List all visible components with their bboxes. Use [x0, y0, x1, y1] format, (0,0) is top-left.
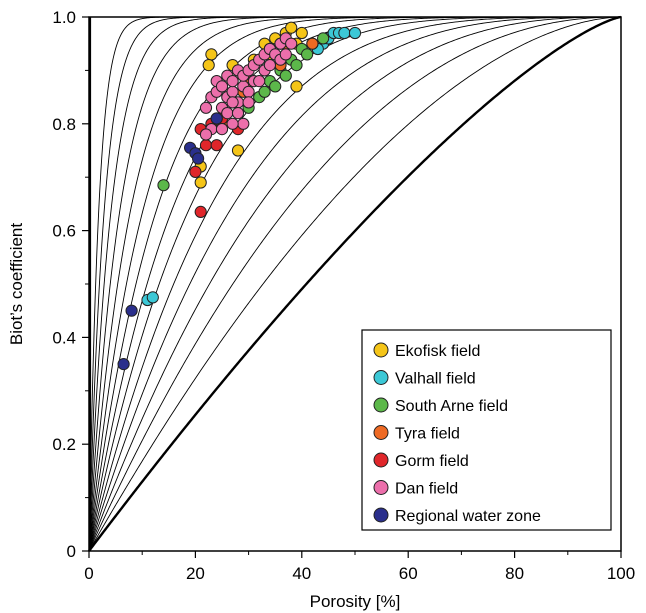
x-tick-label: 0: [84, 564, 93, 583]
legend-marker: [373, 342, 389, 358]
legend-marker: [373, 452, 389, 468]
legend-label: South Arne field: [395, 398, 508, 415]
y-tick-label: 0.6: [52, 222, 76, 241]
legend-label: Regional water zone: [395, 508, 541, 525]
y-tick-label: 0.2: [52, 435, 76, 454]
data-point: [194, 176, 207, 189]
data-point: [215, 123, 229, 136]
data-point: [338, 26, 351, 40]
y-tick-label: 1.0: [52, 8, 76, 27]
legend-marker: [373, 370, 389, 385]
data-point: [194, 205, 207, 218]
data-point: [242, 96, 255, 109]
data-point: [285, 37, 298, 50]
legend: Ekofisk field Valhall field South Arne fie…: [361, 329, 612, 531]
model-curve: [88, 16, 621, 552]
data-point: [202, 59, 215, 72]
data-point: [199, 101, 213, 114]
legend-box: [361, 329, 612, 531]
data-point: [269, 80, 282, 93]
y-axis-label: Biot’s coefficient: [7, 223, 26, 345]
data-point: [117, 358, 130, 371]
model-curve: [88, 16, 621, 552]
legend-marker: [373, 507, 389, 523]
data-point: [263, 59, 276, 72]
data-point: [221, 107, 234, 120]
data-point: [157, 179, 170, 192]
data-point: [348, 26, 362, 40]
data-point: [146, 291, 159, 304]
data-point: [285, 21, 298, 34]
data-point: [317, 32, 330, 45]
data-point: [215, 80, 229, 93]
data-point: [290, 80, 303, 93]
model-curve: [88, 16, 621, 552]
data-point: [210, 139, 223, 152]
model-curve: [88, 16, 622, 552]
data-point: [306, 37, 319, 50]
data-point: [205, 48, 218, 61]
data-point: [301, 48, 314, 61]
data-point: [199, 139, 213, 152]
data-point: [199, 128, 213, 141]
legend-label: Dan field: [395, 481, 458, 498]
axis-ticks: 0 20 40 60 80 100 0 0.2 0.4 0.6 0.8 1.0: [52, 8, 635, 583]
legend-label: Tyra field: [395, 426, 460, 443]
data-point: [125, 304, 138, 317]
data-point: [242, 85, 255, 98]
legend-label: Gorm field: [395, 453, 469, 470]
legend-label: Valhall field: [395, 371, 476, 388]
y-tick-label: 0: [67, 542, 76, 561]
legend-marker: [373, 425, 389, 440]
legend-marker: [373, 480, 389, 495]
bound-curve: [88, 15, 622, 552]
data-point: [231, 107, 245, 120]
legend-marker: [373, 397, 389, 413]
data-point: [258, 85, 271, 98]
data-point: [279, 69, 292, 82]
y-tick-label: 0.8: [52, 115, 76, 134]
data-point: [189, 165, 202, 178]
x-tick-label: 80: [505, 564, 524, 583]
data-point: [253, 75, 266, 88]
x-tick-label: 20: [186, 564, 205, 583]
data-point: [226, 96, 239, 109]
data-points: [117, 21, 362, 371]
data-point: [226, 75, 239, 88]
data-point: [290, 59, 303, 72]
data-point: [279, 48, 292, 61]
y-tick-label: 0.4: [52, 328, 76, 347]
x-tick-label: 60: [399, 564, 418, 583]
x-tick-label: 100: [607, 564, 635, 583]
model-curve: [88, 16, 621, 552]
data-point: [295, 26, 308, 40]
data-point: [192, 152, 205, 165]
data-point: [226, 117, 239, 130]
data-point: [226, 85, 239, 98]
legend-label: Ekofisk field: [395, 343, 480, 360]
data-point: [231, 144, 245, 157]
x-axis-label: Porosity [%]: [310, 592, 401, 611]
data-point: [237, 117, 250, 130]
data-point: [210, 112, 223, 125]
x-tick-label: 40: [292, 564, 311, 583]
